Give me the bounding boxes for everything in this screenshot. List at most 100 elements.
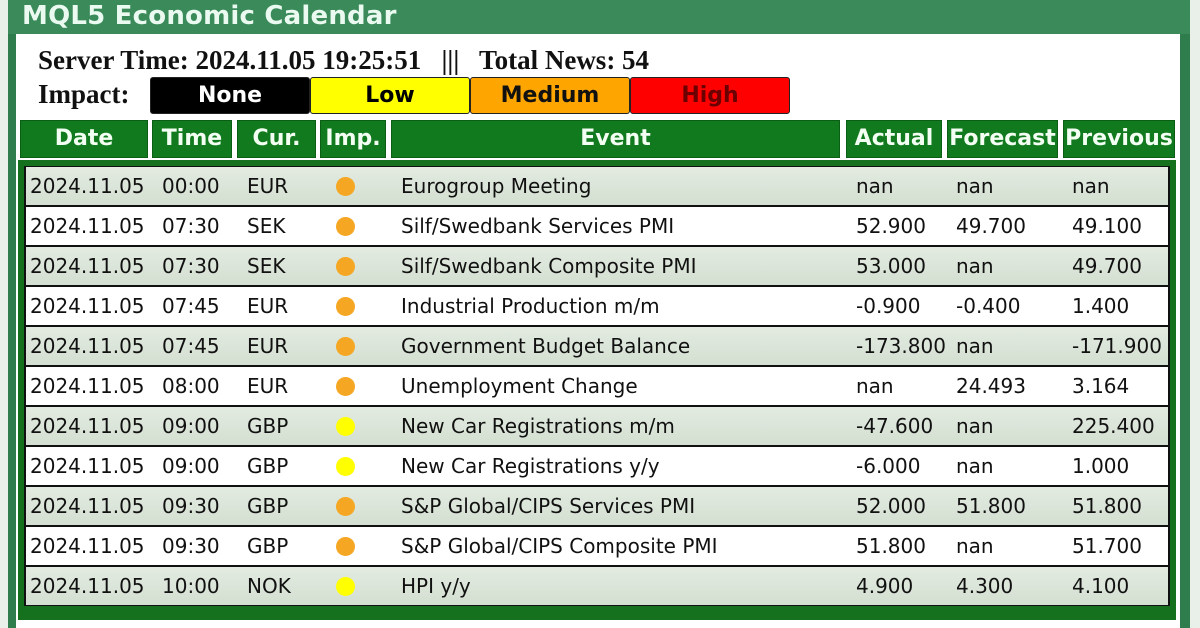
time-cell: 08:00 bbox=[162, 374, 220, 398]
actual-cell: 51.800 bbox=[856, 534, 926, 558]
currency-cell: EUR bbox=[247, 174, 289, 198]
table-row[interactable]: 2024.11.05 07:30 SEK Silf/Swedbank Composit… bbox=[26, 247, 1168, 285]
impact-none-button[interactable]: None bbox=[150, 77, 310, 114]
medium-impact-dot-icon bbox=[336, 377, 355, 396]
time-cell: 07:30 bbox=[162, 254, 220, 278]
actual-cell: 4.900 bbox=[856, 574, 914, 598]
table-row[interactable]: 2024.11.05 09:30 GBP S&P Global/CIPS Compos… bbox=[26, 527, 1168, 565]
event-cell: Government Budget Balance bbox=[401, 334, 691, 358]
column-header-forecast: Forecast bbox=[947, 120, 1058, 158]
date-cell: 2024.11.05 bbox=[30, 174, 145, 198]
impact-low-button[interactable]: Low bbox=[310, 77, 470, 114]
date-cell: 2024.11.05 bbox=[30, 334, 145, 358]
medium-impact-dot-icon bbox=[336, 337, 355, 356]
server-info-line: Server Time: 2024.11.05 19:25:51 ||| Tot… bbox=[38, 45, 650, 75]
time-cell: 07:30 bbox=[162, 214, 220, 238]
previous-cell: -171.900 bbox=[1072, 334, 1162, 358]
table-row[interactable]: 2024.11.05 08:00 EUR Unemployment Change nan… bbox=[26, 367, 1168, 405]
column-header-time: Time bbox=[152, 120, 232, 158]
actual-cell: 53.000 bbox=[856, 254, 926, 278]
column-header-previous: Previous bbox=[1063, 120, 1175, 158]
currency-cell: GBP bbox=[247, 494, 289, 518]
previous-cell: 1.400 bbox=[1072, 294, 1130, 318]
date-cell: 2024.11.05 bbox=[30, 414, 145, 438]
column-header-actual: Actual bbox=[846, 120, 942, 158]
actual-cell: nan bbox=[856, 374, 894, 398]
column-header-impact: Imp. bbox=[320, 120, 386, 158]
actual-cell: -0.900 bbox=[856, 294, 921, 318]
event-cell: New Car Registrations m/m bbox=[401, 414, 675, 438]
medium-impact-dot-icon bbox=[336, 257, 355, 276]
time-cell: 07:45 bbox=[162, 334, 220, 358]
table-row[interactable]: 2024.11.05 07:45 EUR Industrial Production … bbox=[26, 287, 1168, 325]
low-impact-dot-icon bbox=[336, 457, 355, 476]
event-cell: S&P Global/CIPS Services PMI bbox=[401, 494, 696, 518]
table-row[interactable]: 2024.11.05 09:00 GBP New Car Registrations … bbox=[26, 447, 1168, 485]
previous-cell: 51.800 bbox=[1072, 494, 1142, 518]
medium-impact-dot-icon bbox=[336, 297, 355, 316]
impact-medium-button[interactable]: Medium bbox=[470, 77, 630, 114]
column-header-date: Date bbox=[20, 120, 148, 158]
time-cell: 10:00 bbox=[162, 574, 220, 598]
forecast-cell: nan bbox=[956, 334, 994, 358]
time-cell: 09:30 bbox=[162, 534, 220, 558]
forecast-cell: nan bbox=[956, 414, 994, 438]
forecast-cell: nan bbox=[956, 174, 994, 198]
actual-cell: -6.000 bbox=[856, 454, 921, 478]
forecast-cell: nan bbox=[956, 254, 994, 278]
event-cell: HPI y/y bbox=[401, 574, 471, 598]
impact-label: Impact: bbox=[38, 79, 130, 109]
table-row[interactable]: 2024.11.05 10:00 NOK HPI y/y 4.900 4.300 4.100 bbox=[26, 567, 1168, 605]
previous-cell: 4.100 bbox=[1072, 574, 1130, 598]
forecast-cell: 4.300 bbox=[956, 574, 1014, 598]
actual-cell: -47.600 bbox=[856, 414, 934, 438]
previous-cell: 3.164 bbox=[1072, 374, 1130, 398]
table-row[interactable]: 2024.11.05 07:45 EUR Government Budget Bala… bbox=[26, 327, 1168, 365]
date-cell: 2024.11.05 bbox=[30, 254, 145, 278]
forecast-cell: nan bbox=[956, 454, 994, 478]
impact-high-button[interactable]: High bbox=[630, 77, 790, 114]
forecast-cell: nan bbox=[956, 534, 994, 558]
date-cell: 2024.11.05 bbox=[30, 374, 145, 398]
event-cell: Unemployment Change bbox=[401, 374, 638, 398]
previous-cell: 1.000 bbox=[1072, 454, 1130, 478]
date-cell: 2024.11.05 bbox=[30, 494, 145, 518]
previous-cell: 49.700 bbox=[1072, 254, 1142, 278]
table-row[interactable]: 2024.11.05 09:30 GBP S&P Global/CIPS Servic… bbox=[26, 487, 1168, 525]
table-row[interactable]: 2024.11.05 07:30 SEK Silf/Swedbank Services… bbox=[26, 207, 1168, 245]
time-cell: 00:00 bbox=[162, 174, 220, 198]
medium-impact-dot-icon bbox=[336, 217, 355, 236]
table-row[interactable]: 2024.11.05 09:00 GBP New Car Registrations … bbox=[26, 407, 1168, 445]
currency-cell: GBP bbox=[247, 414, 289, 438]
actual-cell: 52.900 bbox=[856, 214, 926, 238]
previous-cell: 49.100 bbox=[1072, 214, 1142, 238]
time-cell: 09:00 bbox=[162, 414, 220, 438]
date-cell: 2024.11.05 bbox=[30, 294, 145, 318]
column-header-currency: Cur. bbox=[237, 120, 316, 158]
previous-cell: 51.700 bbox=[1072, 534, 1142, 558]
event-cell: S&P Global/CIPS Composite PMI bbox=[401, 534, 718, 558]
actual-cell: -173.800 bbox=[856, 334, 946, 358]
low-impact-dot-icon bbox=[336, 417, 355, 436]
currency-cell: SEK bbox=[247, 254, 286, 278]
currency-cell: NOK bbox=[247, 574, 291, 598]
table-row[interactable]: 2024.11.05 00:00 EUR Eurogroup Meeting nan na… bbox=[26, 167, 1168, 205]
column-header-event: Event bbox=[391, 120, 840, 158]
date-cell: 2024.11.05 bbox=[30, 574, 145, 598]
actual-cell: nan bbox=[856, 174, 894, 198]
forecast-cell: 24.493 bbox=[956, 374, 1026, 398]
time-cell: 07:45 bbox=[162, 294, 220, 318]
currency-cell: EUR bbox=[247, 374, 289, 398]
medium-impact-dot-icon bbox=[336, 497, 355, 516]
title-bar[interactable]: MQL5 Economic Calendar bbox=[8, 0, 1190, 34]
medium-impact-dot-icon bbox=[336, 537, 355, 556]
forecast-cell: 51.800 bbox=[956, 494, 1026, 518]
currency-cell: GBP bbox=[247, 534, 289, 558]
currency-cell: EUR bbox=[247, 334, 289, 358]
date-cell: 2024.11.05 bbox=[30, 454, 145, 478]
date-cell: 2024.11.05 bbox=[30, 534, 145, 558]
low-impact-dot-icon bbox=[336, 577, 355, 596]
forecast-cell: 49.700 bbox=[956, 214, 1026, 238]
actual-cell: 52.000 bbox=[856, 494, 926, 518]
time-cell: 09:00 bbox=[162, 454, 220, 478]
